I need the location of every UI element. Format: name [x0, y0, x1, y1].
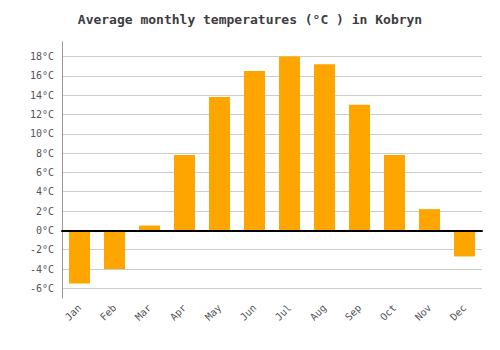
svg-text:May: May: [203, 302, 224, 323]
svg-text:8°C: 8°C: [36, 148, 54, 159]
svg-text:Mar: Mar: [133, 302, 154, 323]
svg-text:10°C: 10°C: [30, 128, 54, 139]
svg-text:Sep: Sep: [343, 302, 364, 323]
svg-text:Aug: Aug: [308, 302, 329, 323]
svg-text:Dec: Dec: [448, 302, 469, 323]
svg-text:-4°C: -4°C: [30, 264, 54, 275]
svg-text:-2°C: -2°C: [30, 244, 54, 255]
svg-text:Jan: Jan: [63, 302, 84, 323]
svg-text:16°C: 16°C: [30, 70, 54, 81]
svg-text:14°C: 14°C: [30, 90, 54, 101]
svg-text:6°C: 6°C: [36, 167, 54, 178]
svg-text:Jun: Jun: [238, 302, 259, 323]
svg-text:-6°C: -6°C: [30, 283, 54, 294]
svg-text:Jul: Jul: [273, 302, 294, 323]
svg-text:Average monthly temperatures (: Average monthly temperatures (°C ) in Ko…: [78, 12, 422, 27]
svg-text:Nov: Nov: [413, 302, 434, 323]
svg-text:Feb: Feb: [98, 302, 119, 323]
svg-text:12°C: 12°C: [30, 109, 54, 120]
svg-text:4°C: 4°C: [36, 186, 54, 197]
svg-text:Oct: Oct: [378, 302, 399, 323]
svg-text:Apr: Apr: [168, 302, 189, 323]
svg-text:18°C: 18°C: [30, 51, 54, 62]
svg-text:0°C: 0°C: [36, 225, 54, 236]
svg-text:2°C: 2°C: [36, 206, 54, 217]
